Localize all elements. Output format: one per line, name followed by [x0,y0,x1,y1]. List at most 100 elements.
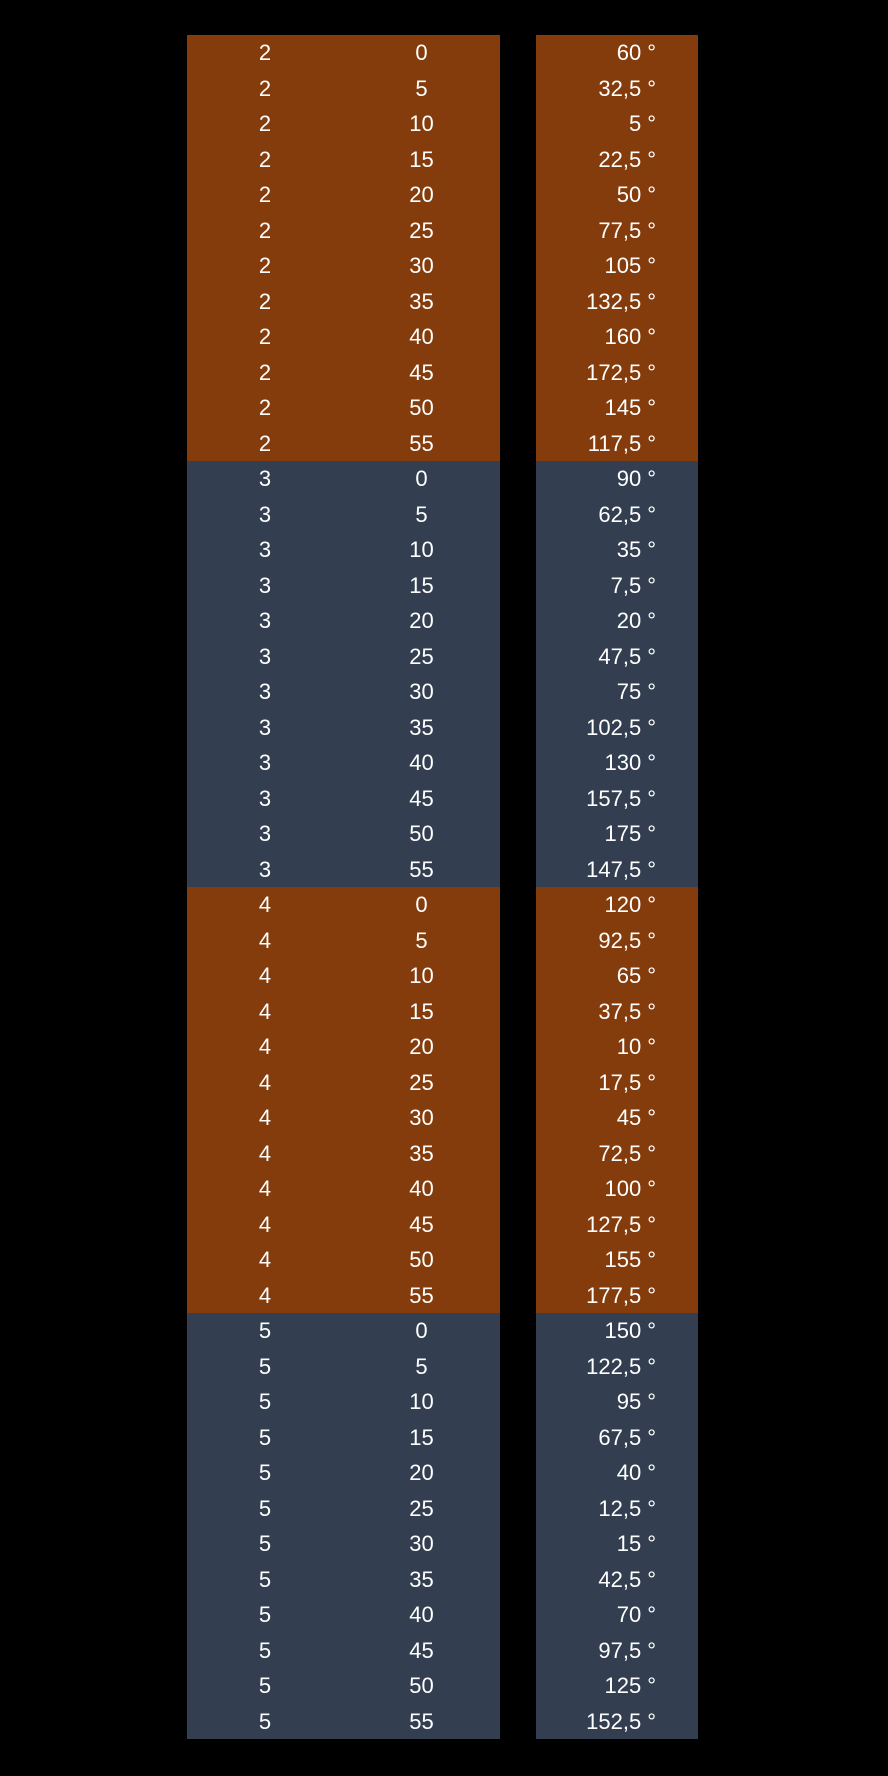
angle-value: 70 [616,1602,642,1627]
angle-cell: 97,5 ° [598,1633,656,1669]
table-row: 4 40 100 ° [0,1171,888,1207]
degree-symbol: ° [647,1708,656,1734]
degree-symbol: ° [647,1069,656,1095]
angle-cell: 62,5 ° [598,497,656,533]
degree-symbol: ° [647,253,656,278]
angle-block: 7,5 ° [536,567,698,603]
angle-value: 130 [604,750,642,775]
angle-value: 147,5 [586,856,642,882]
minute-cell: 25 [409,1069,434,1095]
minute-cell: 15 [409,998,434,1024]
hour-cell: 3 [258,501,272,527]
angle-value: 90 [616,466,642,491]
time-block: 2 35 [187,283,500,319]
time-block: 2 50 [187,390,500,426]
degree-symbol: ° [647,714,656,740]
angle-block: 120 ° [536,887,698,923]
angle-cell: 77,5 ° [598,213,656,249]
angle-cell: 130 ° [604,745,656,781]
angle-value: 20 [616,608,642,633]
degree-symbol: ° [647,821,656,846]
angle-value: 62,5 [598,501,642,527]
hour-cell: 3 [258,785,272,811]
table-row: 4 20 10 ° [0,1029,888,1065]
minute-cell: 20 [409,608,434,633]
angle-block: 117,5 ° [536,425,698,462]
angle-value: 152,5 [586,1708,642,1734]
angle-value: 42,5 [598,1566,642,1592]
angle-cell: 12,5 ° [598,1491,656,1527]
angle-block: 42,5 ° [536,1561,698,1597]
angle-value: 120 [604,892,642,917]
time-block: 4 55 [187,1277,500,1313]
time-block: 5 45 [187,1632,500,1668]
angle-value: 5 [628,111,642,136]
angle-value: 47,5 [598,643,642,669]
table-row: 2 40 160 ° [0,319,888,355]
table-row: 4 25 17,5 ° [0,1064,888,1100]
minute-cell: 40 [409,750,434,775]
hour-cell: 3 [258,821,272,846]
minute-cell: 20 [409,1460,434,1485]
table-row: 5 45 97,5 ° [0,1632,888,1669]
angle-cell: 100 ° [604,1171,656,1207]
hour-cell: 5 [258,1637,272,1663]
angle-value: 35 [616,537,642,562]
angle-value: 160 [604,324,642,349]
time-block: 3 15 [187,567,500,603]
hour-cell: 4 [258,1140,272,1166]
angle-cell: 15 ° [617,1526,656,1562]
angle-block: 5 ° [536,106,698,142]
angle-cell: 67,5 ° [598,1420,656,1456]
angle-block: 35 ° [536,532,698,568]
angle-cell: 70 ° [617,1597,656,1633]
table-row: 5 15 67,5 ° [0,1419,888,1456]
table-row: 5 5 122,5 ° [0,1348,888,1384]
degree-symbol: ° [647,750,656,775]
minute-cell: 40 [409,324,434,349]
degree-symbol: ° [647,288,656,314]
angle-cell: 65 ° [617,958,656,994]
degree-symbol: ° [647,643,656,669]
table-row: 2 30 105 ° [0,248,888,284]
angle-value: 97,5 [598,1637,642,1663]
angle-cell: 72,5 ° [598,1136,656,1172]
time-block: 2 30 [187,248,500,284]
table-row: 3 50 175 ° [0,816,888,852]
angle-cell: 152,5 ° [586,1704,656,1740]
angle-block: 132,5 ° [536,283,698,319]
angle-value: 177,5 [586,1282,642,1308]
time-block: 5 20 [187,1455,500,1491]
minute-cell: 35 [409,288,434,314]
time-block: 5 50 [187,1668,500,1704]
angle-block: 10 ° [536,1029,698,1065]
angle-cell: 175 ° [604,816,656,852]
angle-value: 157,5 [586,785,642,811]
minute-cell: 5 [415,927,428,953]
angle-cell: 150 ° [604,1313,656,1349]
degree-symbol: ° [647,537,656,562]
degree-symbol: ° [647,359,656,385]
hour-cell: 2 [258,253,272,278]
angle-block: 130 ° [536,745,698,781]
table-row: 4 55 177,5 ° [0,1277,888,1313]
angle-value: 127,5 [586,1211,642,1237]
time-block: 3 20 [187,603,500,639]
angle-value: 100 [604,1176,642,1201]
minute-cell: 15 [409,572,434,598]
minute-cell: 10 [409,537,434,562]
degree-symbol: ° [647,1566,656,1592]
angle-value: 172,5 [586,359,642,385]
table-row: 5 40 70 ° [0,1597,888,1633]
hour-cell: 3 [258,714,272,740]
hour-cell: 2 [258,111,272,136]
angle-value: 12,5 [598,1495,642,1521]
angle-block: 177,5 ° [536,1277,698,1313]
angle-cell: 117,5 ° [588,426,656,462]
hour-cell: 5 [258,1389,272,1414]
hour-cell: 3 [258,856,272,882]
time-block: 3 30 [187,674,500,710]
angle-block: 37,5 ° [536,993,698,1029]
